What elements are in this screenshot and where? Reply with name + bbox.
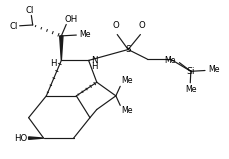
Polygon shape [29,137,44,139]
Text: Me: Me [185,85,196,94]
Text: H: H [50,59,56,68]
Text: HO: HO [15,134,28,143]
Text: N: N [91,56,98,65]
Text: Me: Me [164,56,176,66]
Text: Me: Me [79,30,90,39]
Text: Cl: Cl [9,22,18,31]
Text: O: O [138,21,145,30]
Text: Me: Me [209,66,220,74]
Text: Me: Me [121,76,132,86]
Text: Si: Si [187,67,195,76]
Text: Me: Me [121,106,132,115]
Text: S: S [125,45,131,54]
Polygon shape [60,36,63,60]
Text: OH: OH [64,15,77,24]
Text: O: O [112,21,119,30]
Text: H: H [91,62,98,71]
Text: Cl: Cl [26,6,34,15]
